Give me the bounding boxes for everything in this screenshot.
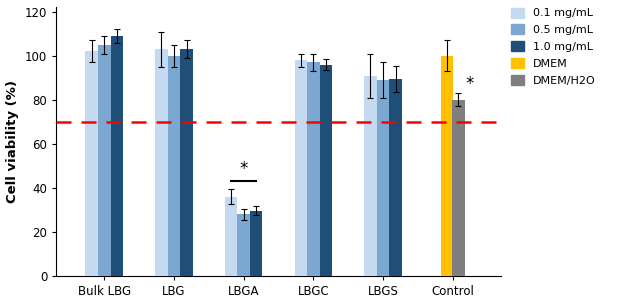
Bar	[377, 80, 389, 276]
Bar	[295, 60, 307, 276]
Bar	[155, 49, 168, 276]
Bar	[452, 100, 465, 276]
Bar	[225, 197, 238, 276]
Bar	[320, 64, 332, 276]
Bar	[238, 214, 250, 276]
Bar	[389, 79, 402, 276]
Bar	[168, 56, 180, 276]
Y-axis label: Cell viability (%): Cell viability (%)	[6, 80, 19, 203]
Text: *: *	[239, 160, 248, 178]
Bar	[110, 36, 123, 276]
Bar	[364, 76, 377, 276]
Bar	[441, 56, 453, 276]
Bar	[85, 51, 98, 276]
Legend: 0.1 mg/mL, 0.5 mg/mL, 1.0 mg/mL, DMEM, DMEM/H2O: 0.1 mg/mL, 0.5 mg/mL, 1.0 mg/mL, DMEM, D…	[511, 8, 596, 86]
Text: *: *	[466, 75, 474, 93]
Bar	[307, 62, 320, 276]
Bar	[250, 211, 263, 276]
Bar	[98, 45, 110, 276]
Bar	[180, 49, 193, 276]
